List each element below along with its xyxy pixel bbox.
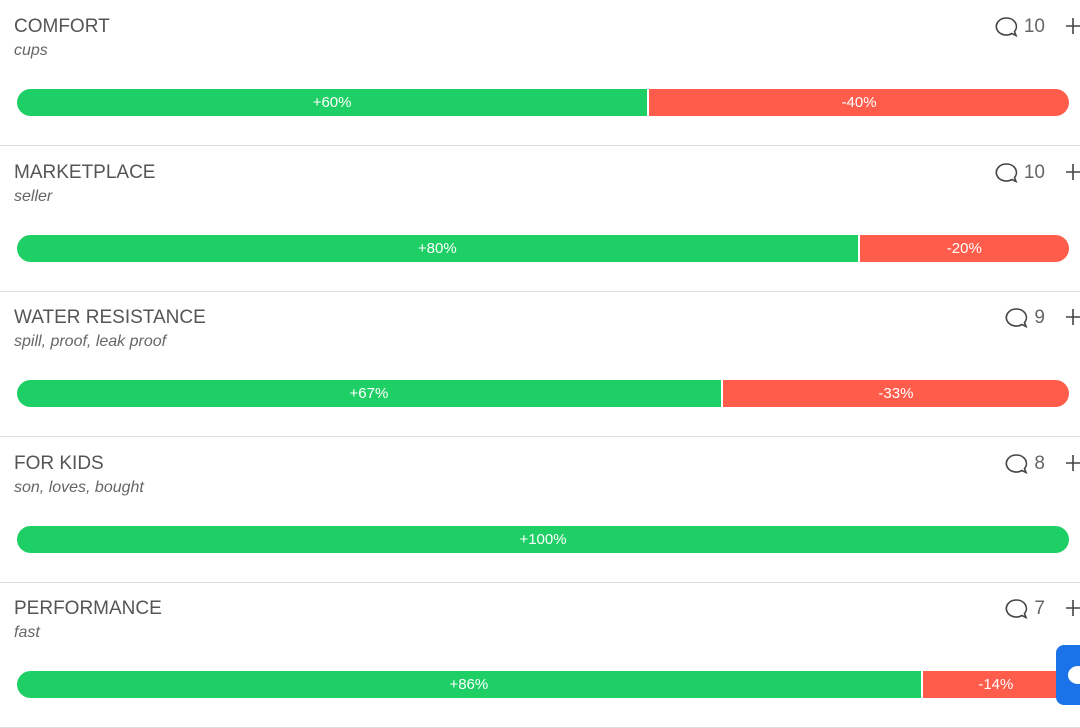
comment-icon [995,162,1018,183]
topic-keywords: fast [14,624,40,642]
comment-number: 8 [1034,452,1045,474]
comment-count[interactable]: 10 [994,162,1045,184]
sentiment-bar: +80% -20% [17,234,1069,262]
chat-icon [1068,666,1080,684]
comment-count[interactable]: 10 [994,16,1045,38]
topic-keywords: spill, proof, leak proof [14,333,167,351]
positive-segment: +80% [17,234,858,262]
negative-segment: -20% [859,234,1069,262]
plus-icon [1066,600,1080,617]
comment-number: 10 [1023,16,1045,37]
positive-segment: +67% [17,380,721,408]
topic-row: FOR KIDS son, loves, bought 8 +100% [0,437,1080,583]
sentiment-bar: +67% -33% [17,380,1069,408]
positive-segment: +100% [17,525,1069,553]
topic-row: MARKETPLACE seller 10 +80% -20% [0,146,1080,292]
sentiment-bar: +60% -40% [17,89,1069,116]
plus-icon [1066,309,1080,326]
sentiment-bar: +86% -14% [17,671,1069,699]
topic-name: COMFORT [14,16,110,37]
positive-label: +60% [312,94,352,111]
positive-segment: +60% [17,89,648,116]
topic-name: WATER RESISTANCE [14,307,206,329]
plus-icon [1066,18,1080,34]
add-button[interactable] [1066,309,1080,330]
negative-segment: -14% [922,671,1069,699]
comment-number: 7 [1034,598,1045,620]
add-button[interactable] [1066,600,1080,621]
comment-number: 9 [1034,307,1045,329]
topic-row: PERFORMANCE fast 7 +86% -14% [0,582,1080,728]
comment-icon [995,17,1018,38]
chat-button[interactable] [1056,645,1080,705]
negative-label: -14% [978,676,1014,694]
add-button[interactable] [1066,163,1080,185]
comment-icon [1005,453,1028,474]
comment-count[interactable]: 7 [1004,598,1045,620]
negative-segment: -33% [722,380,1069,408]
comment-icon [1005,599,1028,620]
negative-label: -20% [946,239,982,257]
plus-icon [1066,454,1080,471]
negative-segment: -40% [649,89,1069,116]
negative-label: -33% [878,385,914,403]
positive-label: +100% [519,530,567,548]
positive-label: +80% [417,239,457,257]
comment-count[interactable]: 8 [1004,453,1045,475]
topic-name: MARKETPLACE [14,161,156,183]
topic-keywords: cups [14,42,48,59]
comment-icon [1005,308,1028,329]
negative-label: -40% [841,94,877,111]
positive-label: +67% [349,385,389,403]
add-button[interactable] [1066,18,1080,39]
topic-name: FOR KIDS [14,452,104,474]
add-button[interactable] [1066,454,1080,476]
topic-row: WATER RESISTANCE spill, proof, leak proof… [0,291,1080,438]
positive-label: +86% [449,676,489,694]
topic-keywords: seller [14,187,53,205]
comment-number: 10 [1023,161,1045,183]
plus-icon [1066,163,1080,180]
sentiment-bar: +100% [17,525,1069,553]
positive-segment: +86% [17,671,921,699]
topic-keywords: son, loves, bought [14,478,144,496]
comment-count[interactable]: 9 [1004,307,1045,329]
topic-name: PERFORMANCE [14,598,162,620]
topic-row: COMFORT cups 10 +60% -40% [0,0,1080,146]
